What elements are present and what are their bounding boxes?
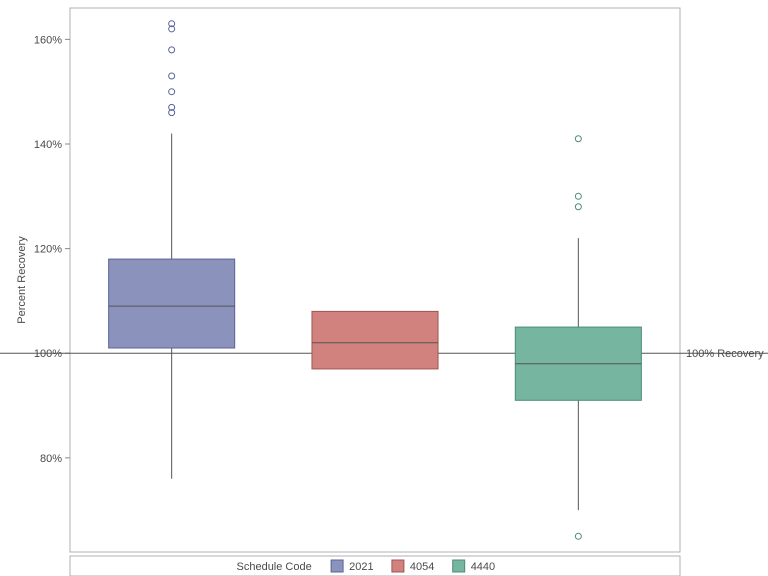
y-tick-label: 160% <box>34 34 62 46</box>
legend-item-label: 4054 <box>410 561 434 573</box>
legend-item-label: 2021 <box>349 561 373 573</box>
box <box>109 259 235 348</box>
boxplot-chart: 80% 100% 120% 140% 160% Percent Recovery 100% … <box>0 0 768 576</box>
legend-box <box>70 556 680 576</box>
legend-swatch <box>331 560 343 572</box>
y-tick-label: 140% <box>34 139 62 151</box>
reference-label: 100% Recovery <box>686 348 764 360</box>
y-tick-label: 120% <box>34 244 62 256</box>
box <box>312 311 438 369</box>
y-tick-label: 100% <box>34 348 62 360</box>
legend-item-label: 4440 <box>471 561 495 573</box>
y-axis-title: Percent Recovery <box>16 236 28 324</box>
chart-svg: 80% 100% 120% 140% 160% Percent Recovery 100% … <box>0 0 768 576</box>
legend-title: Schedule Code <box>237 561 312 573</box>
y-tick-label: 80% <box>40 453 62 465</box>
legend-swatch <box>453 560 465 572</box>
legend-swatch <box>392 560 404 572</box>
